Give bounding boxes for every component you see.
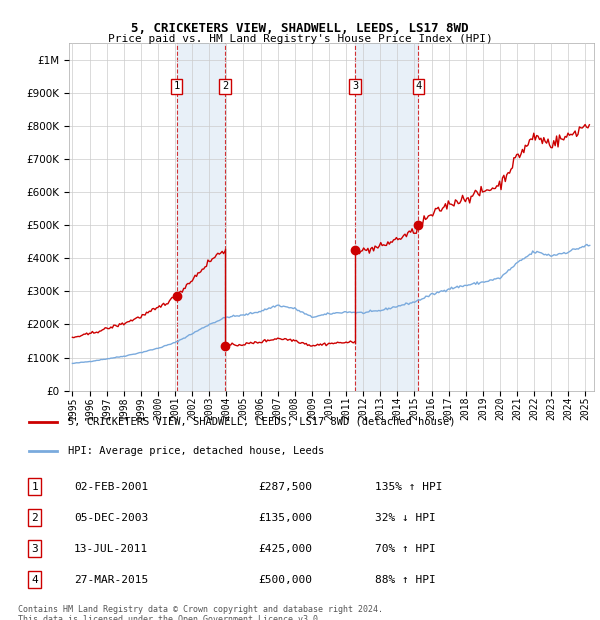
Text: 27-MAR-2015: 27-MAR-2015 <box>74 575 148 585</box>
Text: 2: 2 <box>222 81 228 91</box>
Text: 3: 3 <box>352 81 358 91</box>
Text: 4: 4 <box>31 575 38 585</box>
Text: 4: 4 <box>415 81 421 91</box>
Text: 88% ↑ HPI: 88% ↑ HPI <box>375 575 436 585</box>
Text: HPI: Average price, detached house, Leeds: HPI: Average price, detached house, Leed… <box>68 446 325 456</box>
Text: 5, CRICKETERS VIEW, SHADWELL, LEEDS, LS17 8WD (detached house): 5, CRICKETERS VIEW, SHADWELL, LEEDS, LS1… <box>68 417 456 427</box>
Text: £287,500: £287,500 <box>258 482 312 492</box>
Text: £500,000: £500,000 <box>258 575 312 585</box>
Text: Price paid vs. HM Land Registry's House Price Index (HPI): Price paid vs. HM Land Registry's House … <box>107 34 493 44</box>
Text: 13-JUL-2011: 13-JUL-2011 <box>74 544 148 554</box>
Text: 02-FEB-2001: 02-FEB-2001 <box>74 482 148 492</box>
Text: 1: 1 <box>31 482 38 492</box>
Text: 32% ↓ HPI: 32% ↓ HPI <box>375 513 436 523</box>
Bar <box>355 43 418 391</box>
Text: 05-DEC-2003: 05-DEC-2003 <box>74 513 148 523</box>
Text: 135% ↑ HPI: 135% ↑ HPI <box>375 482 443 492</box>
Text: £425,000: £425,000 <box>258 544 312 554</box>
Text: 3: 3 <box>31 544 38 554</box>
Bar <box>176 43 225 391</box>
Text: £135,000: £135,000 <box>258 513 312 523</box>
Text: 5, CRICKETERS VIEW, SHADWELL, LEEDS, LS17 8WD: 5, CRICKETERS VIEW, SHADWELL, LEEDS, LS1… <box>131 22 469 35</box>
Text: 1: 1 <box>173 81 179 91</box>
Text: 2: 2 <box>31 513 38 523</box>
Text: Contains HM Land Registry data © Crown copyright and database right 2024.
This d: Contains HM Land Registry data © Crown c… <box>18 604 383 620</box>
Text: 70% ↑ HPI: 70% ↑ HPI <box>375 544 436 554</box>
